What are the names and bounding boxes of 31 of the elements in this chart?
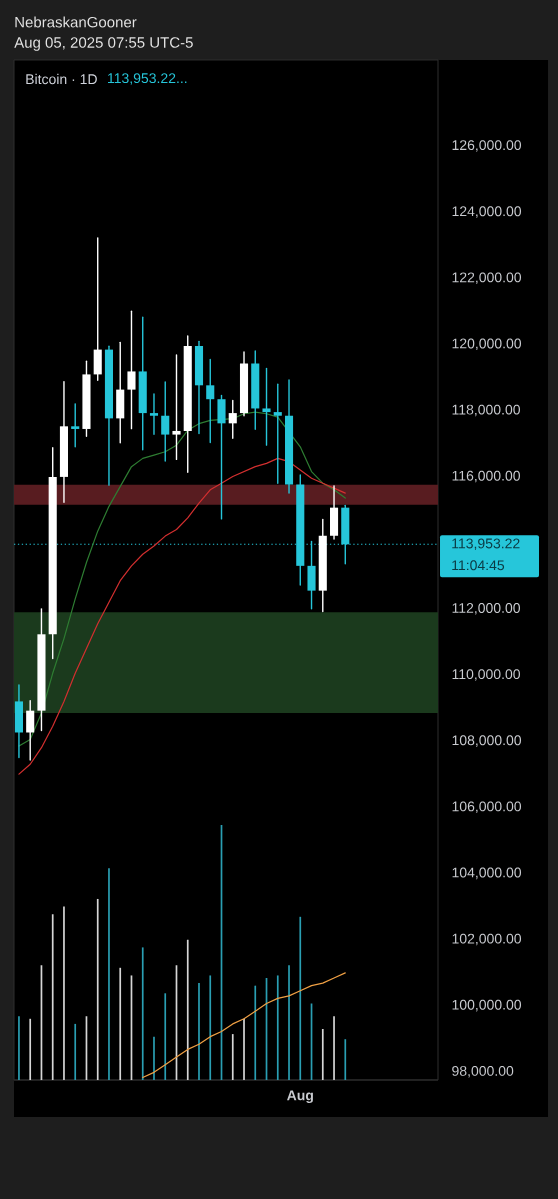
text: NebraskanGooner — [15, 16, 137, 28]
y-tick-label: 98,000.00 — [452, 1065, 514, 1078]
ref-line-label: 113,953.22 — [452, 538, 520, 551]
y-tick-label: 116,000.00 — [452, 470, 520, 483]
text: 113,953.22... — [108, 73, 187, 85]
y-tick-label: 126,000.00 — [452, 140, 522, 152]
text: Aug 05, 2025 07:55 UTC-5 — [14, 37, 193, 51]
y-tick-label: 106,000.00 — [452, 801, 522, 814]
x-tick-label: Aug — [287, 1090, 313, 1104]
candlestick — [228, 399, 237, 439]
text: 11:04:45 — [452, 560, 505, 571]
y-tick-label: 104,000.00 — [452, 867, 522, 880]
y-tick-label: 102,000.00 — [452, 933, 522, 946]
y-tick-label: 118,000.00 — [452, 404, 520, 417]
y-tick-label: 100,000.00 — [452, 999, 522, 1012]
y-tick-label: 120,000.00 — [452, 338, 522, 351]
candlestick — [273, 383, 282, 484]
candlestick — [127, 310, 136, 430]
candlestick — [71, 403, 80, 448]
candlestick — [161, 381, 170, 462]
candlestick — [172, 354, 181, 461]
y-tick-label: 124,000.00 — [452, 206, 522, 218]
y-tick-label: 112,000.00 — [452, 603, 520, 615]
y-tick-label: 110,000.00 — [452, 669, 520, 681]
candlestick — [262, 367, 271, 446]
y-tick-label: 108,000.00 — [452, 735, 522, 747]
candlestick — [26, 700, 35, 761]
candlestick — [206, 358, 215, 444]
y-tick-label: 122,000.00 — [452, 272, 522, 284]
candlestick — [149, 393, 159, 435]
text: Bitcoin · 1D — [26, 73, 97, 85]
